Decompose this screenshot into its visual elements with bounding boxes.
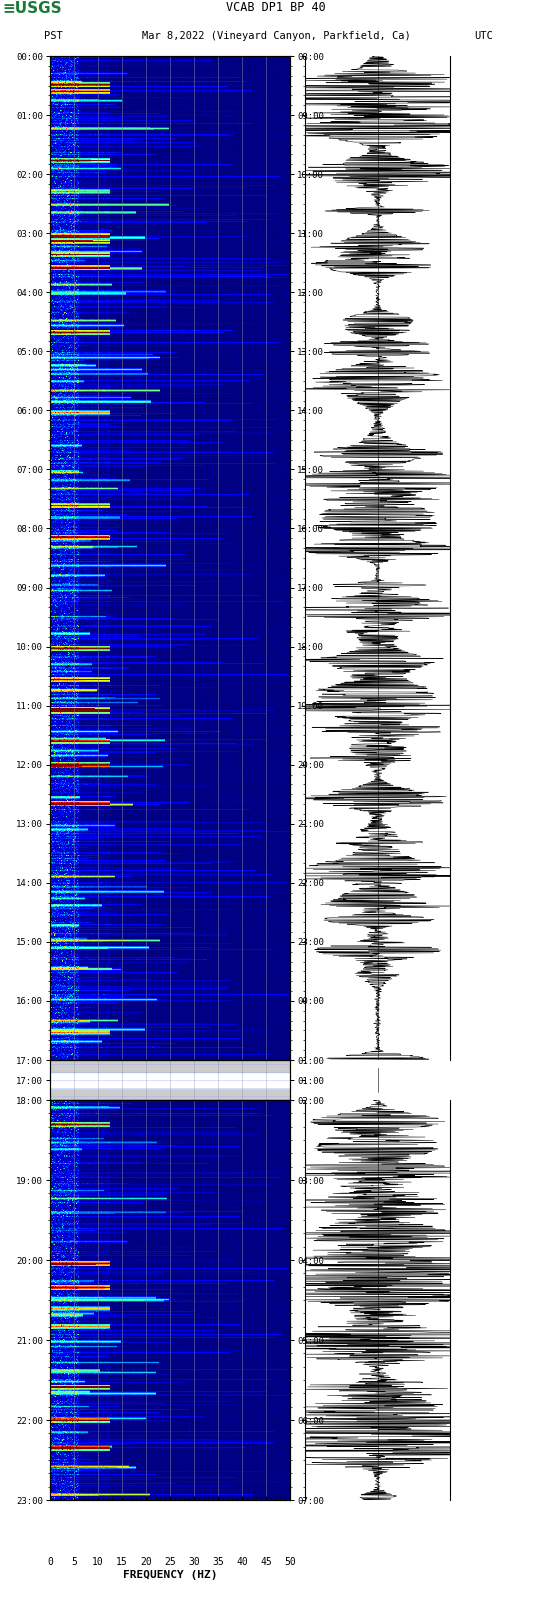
Text: PST: PST	[44, 31, 63, 40]
Text: ≡USGS: ≡USGS	[3, 2, 62, 16]
Text: VCAB DP1 BP 40: VCAB DP1 BP 40	[226, 2, 326, 15]
Text: UTC: UTC	[475, 31, 493, 40]
X-axis label: FREQUENCY (HZ): FREQUENCY (HZ)	[123, 1569, 217, 1579]
Text: Mar 8,2022 (Vineyard Canyon, Parkfield, Ca): Mar 8,2022 (Vineyard Canyon, Parkfield, …	[142, 31, 410, 40]
